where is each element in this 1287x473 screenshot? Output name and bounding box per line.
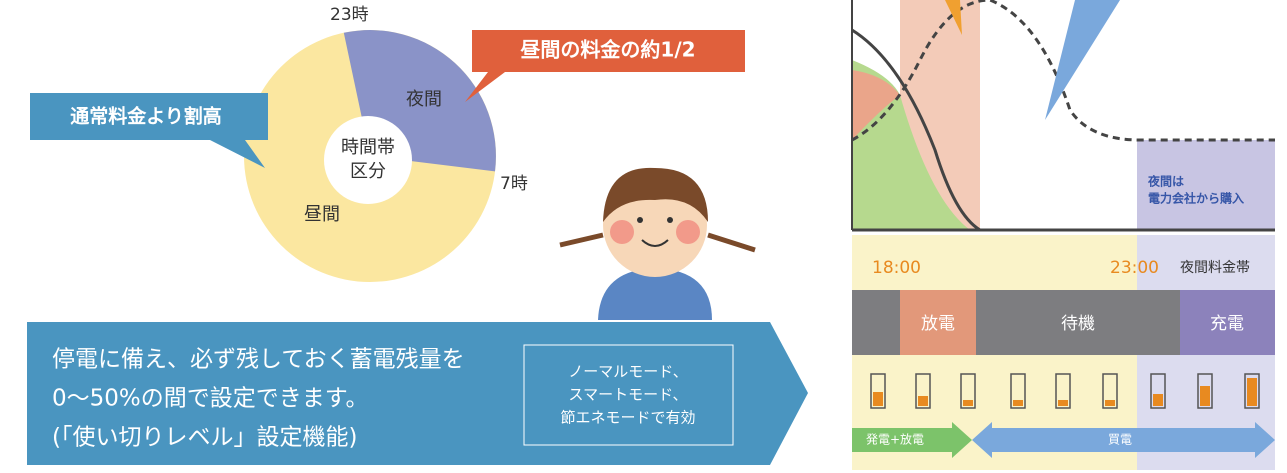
- modes-text: スマートモード、: [569, 386, 688, 404]
- banner-text: (「使い切りレベル」設定機能): [52, 425, 357, 451]
- label-23: 23時: [330, 5, 369, 25]
- girl-illustration: [560, 168, 755, 320]
- flow-label: 買電: [1108, 433, 1132, 447]
- modes-text: ノーマルモード、: [568, 363, 687, 381]
- center-label: 区分: [350, 161, 386, 182]
- flow-label: 発電+放電: [866, 432, 924, 447]
- label-7: 7時: [500, 174, 528, 194]
- banner-text: 0〜50%の間で設定できます。: [52, 386, 368, 412]
- day-label: 昼間: [304, 204, 340, 225]
- mode-label: 充電: [1210, 314, 1244, 334]
- night-label: 夜間: [406, 89, 442, 110]
- pie-center: [324, 116, 412, 204]
- night-note: 夜間は: [1147, 174, 1184, 189]
- callout-day: [30, 93, 268, 168]
- mode-label: 待機: [1061, 314, 1095, 334]
- timeline: 夜間は 電力会社から購入 18:00 23:00 夜間料金帯 放電 待機 充電 …: [852, 0, 1275, 470]
- mode-label: 放電: [921, 314, 955, 334]
- time-label: 23:00: [1110, 258, 1159, 278]
- time-label: 18:00: [872, 258, 921, 278]
- modes-text: 節エネモードで有効: [560, 409, 695, 427]
- callout-text: 通常料金より割高: [70, 105, 222, 128]
- center-label: 時間帯: [341, 137, 395, 158]
- page: 23時 7時 夜間 昼間 時間帯 区分 昼間の料金の約1/2 通常料金より割高 …: [0, 0, 1287, 473]
- night-band-label: 夜間料金帯: [1180, 260, 1250, 276]
- night-note: 電力会社から購入: [1148, 191, 1244, 206]
- banner-text: 停電に備え、必ず残しておく蓄電残量を: [52, 347, 465, 373]
- callout-text: 昼間の料金の約1/2: [520, 38, 695, 62]
